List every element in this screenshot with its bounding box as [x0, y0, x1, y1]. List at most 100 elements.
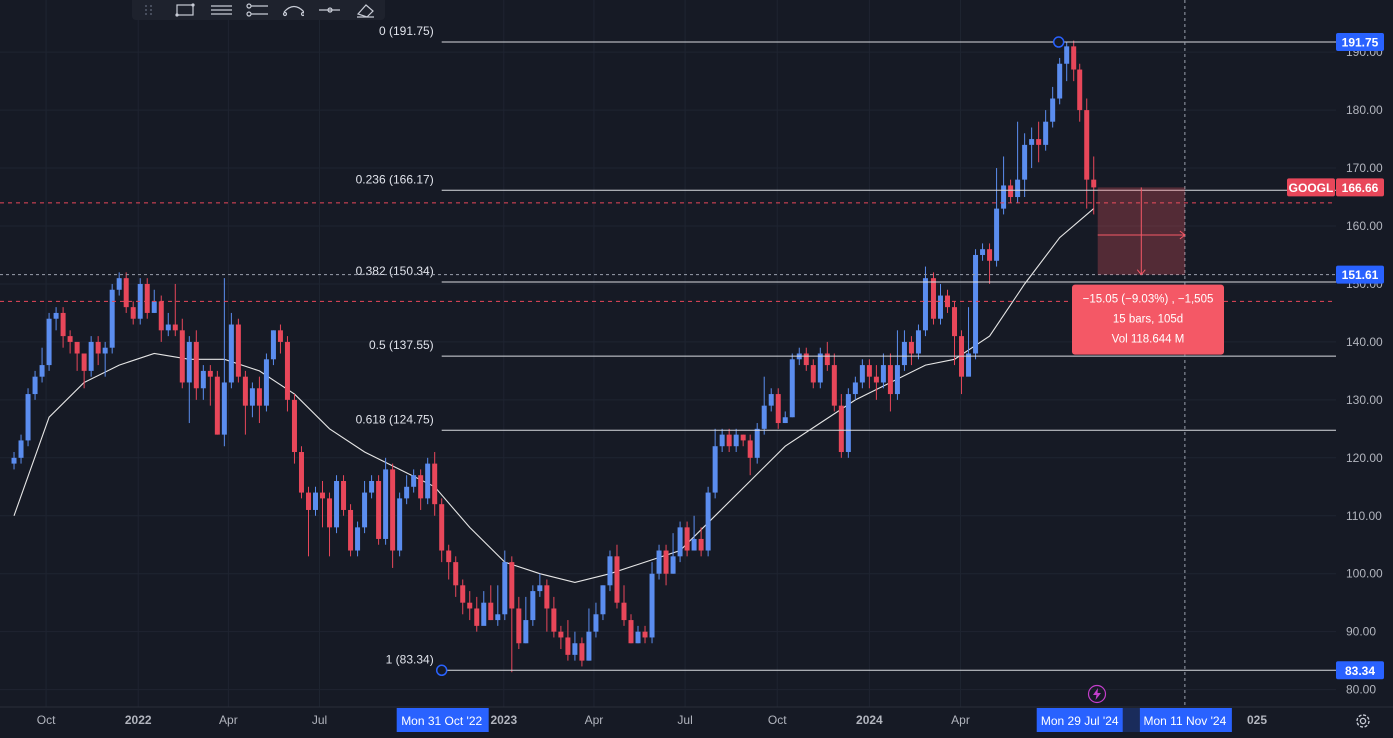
x-tick-label: Oct [37, 713, 56, 727]
candle-body [25, 394, 31, 441]
moving-average-line [13, 208, 1095, 583]
candle-body [341, 480, 347, 510]
candle-body [376, 480, 382, 539]
candle-body [67, 336, 73, 342]
candle-body [754, 428, 760, 458]
candle-body [467, 602, 473, 609]
candle-body [1057, 63, 1063, 99]
candle-body [256, 388, 262, 406]
price-tag-label: 166.66 [1342, 181, 1379, 195]
candle-body [46, 318, 52, 366]
candle-body [165, 324, 171, 331]
candle-body [1001, 185, 1007, 209]
candle-body [593, 614, 599, 632]
date-tag [1036, 708, 1123, 732]
path-tool-icon[interactable] [246, 3, 268, 17]
flash-icon[interactable] [1087, 684, 1107, 704]
date-tag-label: Mon 11 Nov '24 [1143, 714, 1226, 728]
candle-body [123, 278, 129, 308]
candle-body [200, 370, 206, 389]
candle-body [158, 301, 164, 331]
horizontal-lines-icon[interactable] [210, 3, 232, 17]
candle-body [838, 405, 844, 453]
candle-body [1015, 179, 1021, 198]
candle-body [866, 365, 872, 377]
x-tick-label: Apr [951, 713, 970, 727]
fib-level-label: 0.236 (166.17) [356, 172, 434, 186]
candle-body [894, 365, 900, 395]
measure-arrow-head-down [1136, 269, 1146, 276]
candle-body [1008, 185, 1014, 198]
candle-body [544, 585, 550, 609]
x-tick-label: Apr [219, 713, 238, 727]
x-tick-label: Jul [677, 713, 692, 727]
candle-body [130, 307, 136, 319]
drag-handle-icon[interactable] [138, 3, 160, 17]
x-tick-label: Apr [585, 713, 604, 727]
candle-body [852, 382, 858, 395]
fib-level-label: 0 (191.75) [379, 24, 434, 38]
candle-body [859, 365, 865, 383]
candle-body [453, 562, 459, 586]
candle-body [789, 359, 795, 418]
candle-body [586, 631, 592, 661]
measure-tool: −15.05 (−9.03%) , −1,505 15 bars, 105d Vol… [1072, 187, 1224, 355]
candle-body [1071, 46, 1077, 70]
candle-body [628, 620, 634, 644]
candle-body [952, 307, 958, 337]
candle-body [179, 330, 185, 383]
candle-body [530, 591, 536, 621]
candle-body [810, 365, 816, 383]
symbol-tag [1287, 178, 1335, 197]
candle-body [1022, 144, 1028, 180]
rectangle-tool-icon[interactable] [174, 3, 196, 17]
candle-body [460, 585, 466, 603]
candle-body [144, 283, 150, 313]
y-tick-label: 80.00 [1346, 683, 1376, 697]
candle-body [684, 527, 690, 551]
candle-body [313, 492, 318, 510]
candle-body [987, 249, 993, 261]
y-tick-label: 120.00 [1346, 451, 1383, 465]
y-tick-label: 170.00 [1346, 161, 1383, 175]
price-tag-label: 191.75 [1342, 36, 1379, 50]
settings-gear-icon[interactable] [1352, 710, 1374, 732]
candle-body [221, 382, 227, 435]
candle-body [102, 347, 108, 354]
x-tick-label: 2022 [125, 713, 152, 727]
fib-level-label: 0.618 (124.75) [356, 412, 434, 426]
candle-body [1084, 110, 1090, 180]
measure-arrow-head-right [1179, 230, 1186, 240]
candle-body [579, 643, 585, 661]
y-tick-label: 180.00 [1346, 103, 1383, 117]
fib-level-label: 0.382 (150.34) [356, 264, 434, 278]
drawing-toolbar [132, 0, 385, 20]
candle-body [284, 341, 290, 400]
candle-body [670, 556, 676, 574]
candle-body [537, 585, 543, 592]
candle-body [691, 538, 697, 551]
horizontal-line-icon[interactable] [318, 3, 340, 17]
candle-body [698, 538, 704, 551]
fib-anchor-low [435, 664, 448, 677]
eraser-icon[interactable] [354, 3, 376, 18]
candle-body [32, 376, 38, 395]
candle-body [446, 550, 452, 563]
price-tag-label: 83.34 [1345, 664, 1375, 678]
curve-tool-icon[interactable] [282, 3, 304, 17]
candle-body [523, 620, 529, 644]
candle-body [1043, 121, 1049, 145]
candle-body [277, 330, 283, 342]
date-tag-label: Mon 31 Oct '22 [401, 714, 482, 728]
candle-body [348, 509, 354, 551]
candle-body [404, 486, 410, 499]
candle-body [390, 469, 396, 551]
candle-body [298, 452, 304, 493]
candle-body [558, 631, 564, 638]
candle-body [740, 434, 746, 441]
candle-body [803, 353, 809, 366]
candle-body [817, 353, 823, 383]
price-tag [1336, 33, 1384, 52]
candle-body [1050, 98, 1056, 122]
